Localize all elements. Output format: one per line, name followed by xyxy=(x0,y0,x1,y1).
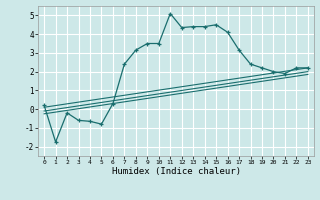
X-axis label: Humidex (Indice chaleur): Humidex (Indice chaleur) xyxy=(111,167,241,176)
